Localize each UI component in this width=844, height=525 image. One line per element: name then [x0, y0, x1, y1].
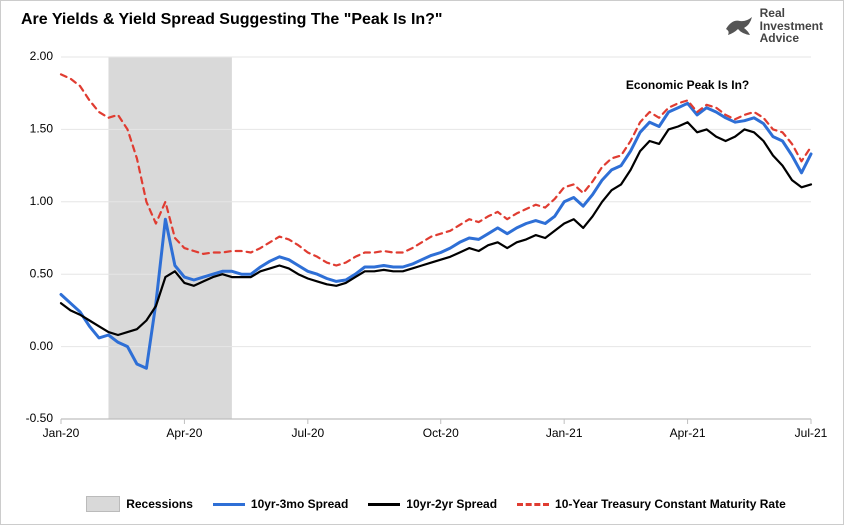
plot-area: -0.500.000.501.001.502.00Jan-20Apr-20Jul…	[61, 49, 811, 469]
legend-label: Recessions	[126, 497, 193, 511]
chart-title: Are Yields & Yield Spread Suggesting The…	[21, 11, 443, 29]
logo-text-1: Real	[760, 7, 823, 20]
legend-swatch	[213, 503, 245, 506]
x-tick-label: Apr-20	[166, 426, 202, 440]
x-tick-label: Jul-21	[795, 426, 828, 440]
legend-swatch	[517, 503, 549, 506]
legend-label: 10-Year Treasury Constant Maturity Rate	[555, 497, 786, 511]
x-tick-label: Jan-21	[546, 426, 583, 440]
chart-svg: -0.500.000.501.001.502.00Jan-20Apr-20Jul…	[61, 49, 811, 469]
legend-label: 10yr-3mo Spread	[251, 497, 348, 511]
legend-item: 10yr-3mo Spread	[213, 497, 348, 511]
legend-item: 10-Year Treasury Constant Maturity Rate	[517, 497, 786, 511]
y-tick-label: 0.00	[30, 339, 54, 353]
annotation-peak: Economic Peak Is In?	[626, 78, 749, 92]
y-tick-label: 1.50	[30, 122, 54, 136]
x-tick-label: Jul-20	[291, 426, 324, 440]
x-tick-label: Jan-20	[43, 426, 80, 440]
legend-swatch	[86, 496, 120, 512]
brand-logo: Real Investment Advice	[724, 7, 823, 45]
x-tick-label: Apr-21	[670, 426, 706, 440]
legend-swatch	[368, 503, 400, 506]
y-tick-label: 1.00	[30, 194, 54, 208]
y-tick-label: 0.50	[30, 266, 54, 280]
eagle-icon	[724, 11, 754, 41]
x-tick-label: Oct-20	[423, 426, 459, 440]
y-tick-label: -0.50	[26, 411, 54, 425]
logo-text-3: Advice	[760, 32, 823, 45]
legend-item: Recessions	[86, 496, 193, 512]
legend-label: 10yr-2yr Spread	[406, 497, 497, 511]
y-tick-label: 2.00	[30, 49, 54, 63]
legend: Recessions 10yr-3mo Spread 10yr-2yr Spread…	[61, 496, 811, 512]
legend-item: 10yr-2yr Spread	[368, 497, 497, 511]
chart-container: Are Yields & Yield Spread Suggesting The…	[0, 0, 844, 525]
